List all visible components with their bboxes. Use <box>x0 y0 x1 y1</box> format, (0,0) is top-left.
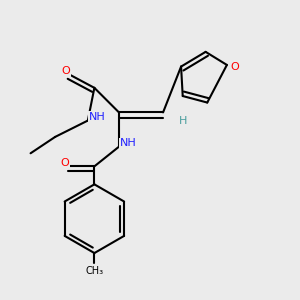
Text: O: O <box>231 61 239 72</box>
Text: H: H <box>178 116 187 126</box>
Text: CH₃: CH₃ <box>85 266 103 276</box>
Text: NH: NH <box>88 112 105 122</box>
Text: O: O <box>60 158 69 168</box>
Text: NH: NH <box>120 139 137 148</box>
Text: O: O <box>61 67 70 76</box>
